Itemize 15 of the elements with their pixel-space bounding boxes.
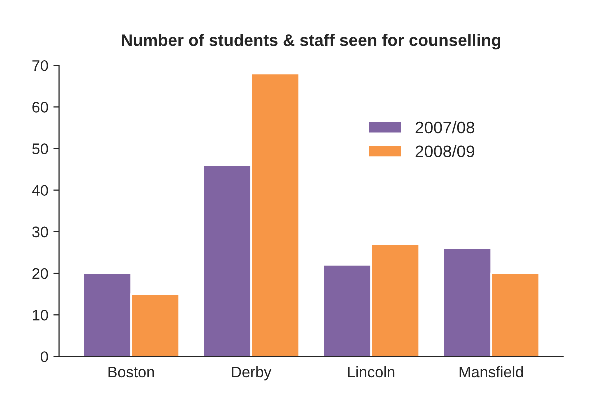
- legend-label: 2008/09: [416, 145, 475, 158]
- y-tick-label: 60: [32, 102, 48, 113]
- x-tick-label: Boston: [108, 366, 154, 378]
- x-tick-label: Mansfield: [460, 366, 524, 378]
- x-tick-label: Derby: [232, 366, 272, 381]
- y-tick-label: 0: [40, 352, 48, 362]
- chart-title: Number of students & staff seen for counselling: [122, 34, 501, 50]
- y-tick-label: 50: [32, 144, 48, 154]
- x-tick-label: Lincoln: [348, 366, 395, 378]
- y-tick-label: 70: [32, 60, 48, 72]
- legend-label: 2007/08: [416, 121, 475, 134]
- y-tick-label: 20: [32, 268, 48, 280]
- y-tick-label: 10: [33, 310, 48, 321]
- y-tick-label: 30: [32, 226, 48, 238]
- y-tick-label: 40: [32, 185, 48, 196]
